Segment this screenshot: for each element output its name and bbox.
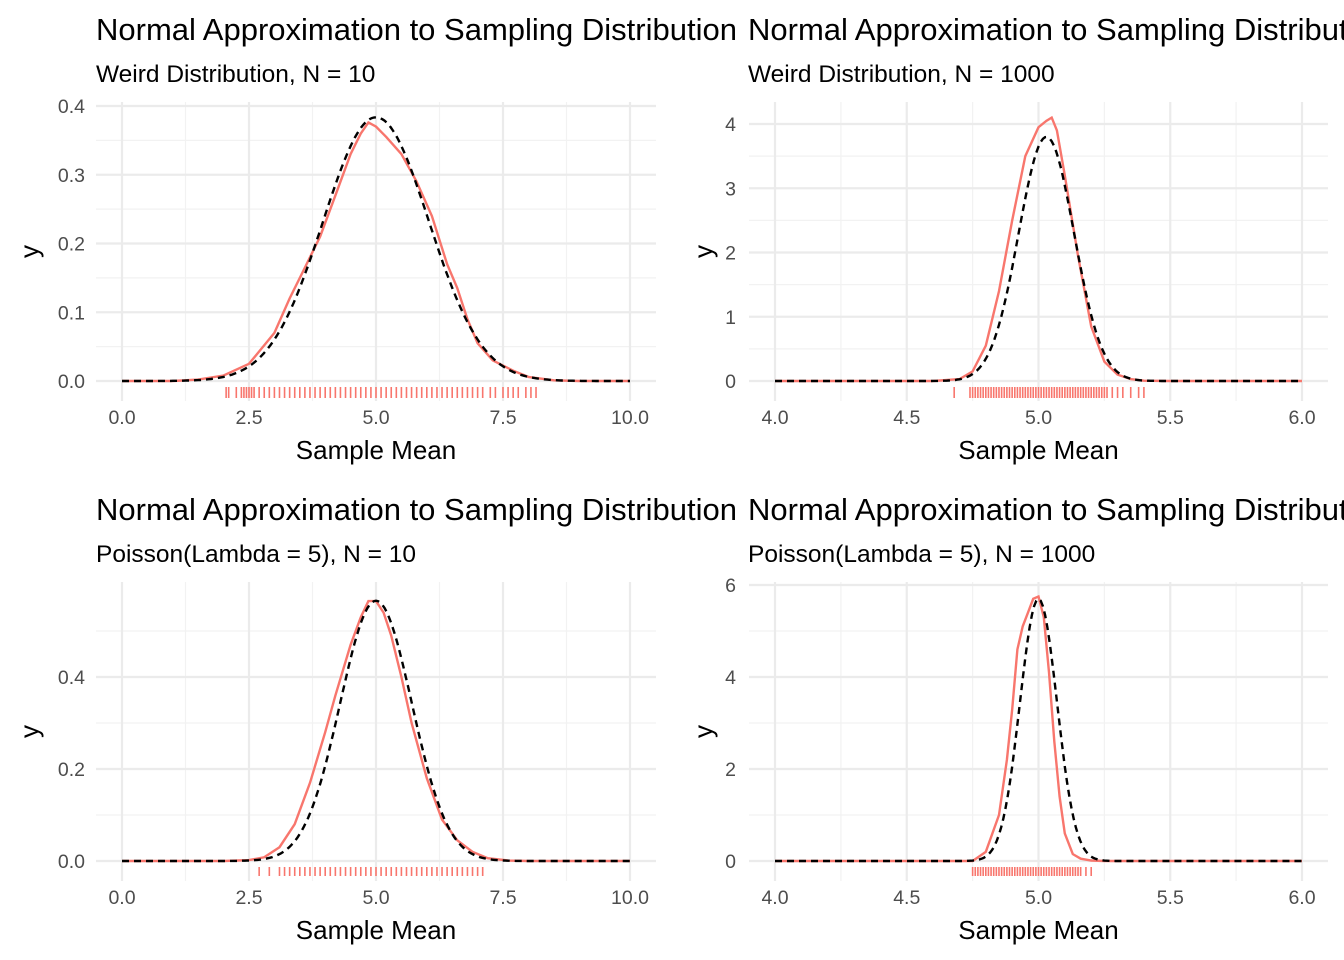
panel-title: Normal Approximation to Sampling Distrib… xyxy=(748,492,1344,527)
y-tick-label: 0.3 xyxy=(58,165,85,187)
x-tick-label: 5.5 xyxy=(1157,407,1184,429)
y-tick-label: 0.2 xyxy=(58,234,85,256)
x-tick-label: 0.0 xyxy=(108,887,135,909)
y-tick-label: 6 xyxy=(725,575,736,597)
y-tick-label: 0 xyxy=(725,851,736,873)
y-axis-label: y xyxy=(14,245,44,258)
y-tick-label: 1 xyxy=(725,307,736,329)
y-tick-label: 2 xyxy=(725,243,736,265)
y-tick-label: 2 xyxy=(725,759,736,781)
y-tick-label: 0 xyxy=(725,371,736,393)
x-axis-label: Sample Mean xyxy=(296,915,456,945)
panel-2: 4.0 4.5 5.0 5.5 6.0 0 1 2 3 4 Sample Mean y Normal A… xyxy=(688,12,1344,465)
y-tick-label: 4 xyxy=(725,114,736,136)
y-tick-label: 0.1 xyxy=(58,302,85,324)
x-tick-label: 5.5 xyxy=(1157,887,1184,909)
x-tick-label: 6.0 xyxy=(1288,887,1315,909)
x-tick-label: 4.0 xyxy=(761,407,788,429)
panel-3: 0.0 2.5 5.0 7.5 10.0 0.0 0.2 0.4 Sample Mean y Nor… xyxy=(14,492,737,945)
y-tick-label: 0.4 xyxy=(58,96,85,118)
y-tick-label: 4 xyxy=(725,667,736,689)
x-tick-label: 7.5 xyxy=(489,407,516,429)
y-tick-label: 0.0 xyxy=(58,851,85,873)
x-tick-label: 0.0 xyxy=(108,407,135,429)
y-axis-label: y xyxy=(688,245,718,258)
x-tick-label: 4.5 xyxy=(893,407,920,429)
kde-curve xyxy=(775,594,1302,863)
y-tick-label: 3 xyxy=(725,178,736,200)
x-tick-label: 5.0 xyxy=(1025,407,1052,429)
y-axis-label: y xyxy=(14,725,44,738)
x-tick-label: 10.0 xyxy=(611,887,649,909)
panel-title: Normal Approximation to Sampling Distrib… xyxy=(96,492,737,527)
x-tick-label: 7.5 xyxy=(489,887,516,909)
y-axis-label: y xyxy=(688,725,718,738)
panel-title: Normal Approximation to Sampling Distrib… xyxy=(96,12,737,47)
panel-subtitle: Weird Distribution, N = 1000 xyxy=(748,61,1055,88)
x-tick-label: 2.5 xyxy=(235,407,262,429)
panel-1: 0.0 2.5 5.0 7.5 10.0 0.0 0.1 0.2 0.3 0.4 Sample Me… xyxy=(14,12,737,465)
x-tick-label: 4.0 xyxy=(761,887,788,909)
x-tick-label: 10.0 xyxy=(611,407,649,429)
x-axis-label: Sample Mean xyxy=(958,915,1118,945)
y-tick-label: 0.4 xyxy=(58,667,85,689)
x-tick-label: 4.5 xyxy=(893,887,920,909)
x-tick-label: 5.0 xyxy=(362,887,389,909)
panel-4: 4.0 4.5 5.0 5.5 6.0 0 2 4 6 Sample Mean y Normal Ap… xyxy=(688,492,1344,945)
x-tick-label: 5.0 xyxy=(362,407,389,429)
y-tick-label: 0.2 xyxy=(58,759,85,781)
normal-curve xyxy=(122,599,630,863)
x-tick-label: 5.0 xyxy=(1025,887,1052,909)
normal-curve xyxy=(122,116,630,383)
panel-subtitle: Poisson(Lambda = 5), N = 1000 xyxy=(748,541,1095,568)
y-tick-label: 0.0 xyxy=(58,371,85,393)
panel-title: Normal Approximation to Sampling Distrib… xyxy=(748,12,1344,47)
panel-subtitle: Weird Distribution, N = 10 xyxy=(96,61,375,88)
normal-curve xyxy=(775,597,1302,863)
panel-subtitle: Poisson(Lambda = 5), N = 10 xyxy=(96,541,416,568)
normal-curve xyxy=(775,135,1302,383)
x-tick-label: 2.5 xyxy=(235,887,262,909)
x-axis-label: Sample Mean xyxy=(958,435,1118,465)
x-tick-label: 6.0 xyxy=(1288,407,1315,429)
x-axis-label: Sample Mean xyxy=(296,435,456,465)
